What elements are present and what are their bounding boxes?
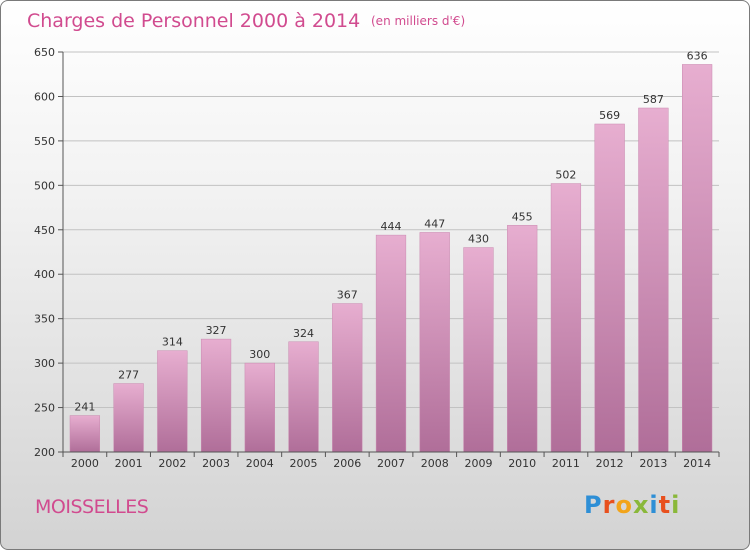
data-label: 327	[206, 324, 227, 337]
logo-letter: x	[632, 491, 650, 519]
y-tick-label: 400	[34, 268, 55, 281]
data-label: 300	[249, 348, 270, 361]
bar	[507, 225, 538, 453]
data-label: 314	[162, 336, 183, 349]
x-tick-label: 2000	[71, 457, 99, 470]
bar	[419, 232, 450, 453]
logo-letter: t	[658, 491, 672, 519]
logo-letter: P	[584, 491, 603, 519]
x-tick-label: 2005	[290, 457, 318, 470]
data-label: 324	[293, 327, 314, 340]
y-tick-label: 200	[34, 446, 55, 459]
logo-letter: r	[602, 491, 616, 519]
y-tick-label: 550	[34, 135, 55, 148]
y-tick-label: 500	[34, 179, 55, 192]
x-tick-label: 2012	[596, 457, 624, 470]
x-tick-label: 2011	[552, 457, 580, 470]
bar	[157, 350, 188, 453]
y-tick-label: 350	[34, 313, 55, 326]
data-label: 241	[74, 401, 95, 414]
y-tick-label: 250	[34, 402, 55, 415]
x-tick-label: 2007	[377, 457, 405, 470]
data-label: 502	[555, 169, 576, 182]
bars: 241 277 314 327 300 324 367 444 447 430 455 502 569 5…	[69, 49, 713, 453]
y-tick-label: 650	[34, 46, 55, 59]
proxiti-logo: Proxiti	[584, 491, 680, 519]
data-label: 277	[118, 369, 139, 382]
data-label: 569	[599, 109, 620, 122]
data-label: 447	[424, 217, 445, 230]
bar	[682, 64, 713, 453]
bar	[550, 183, 582, 453]
logo-letter: i	[649, 491, 659, 519]
data-label: 430	[468, 233, 489, 246]
data-label: 367	[337, 289, 358, 302]
x-tick-label: 2010	[508, 457, 536, 470]
x-tick-label: 2001	[115, 457, 143, 470]
bar	[113, 383, 144, 453]
y-tick-label: 450	[34, 224, 55, 237]
data-label: 444	[381, 220, 402, 233]
bar	[200, 338, 232, 453]
x-tick-label: 2003	[202, 457, 230, 470]
bar	[463, 247, 494, 453]
x-tick-label: 2009	[464, 457, 492, 470]
x-tick-label: 2006	[333, 457, 361, 470]
bar	[594, 123, 625, 453]
bar	[69, 415, 100, 453]
logo-letter: i	[671, 491, 681, 519]
data-label: 636	[687, 49, 708, 62]
logo-letter: o	[615, 491, 633, 519]
x-tick-label: 2008	[421, 457, 449, 470]
chart-subtitle: (en milliers d'€)	[371, 14, 465, 28]
x-tick-label: 2002	[158, 457, 186, 470]
y-tick-label: 600	[34, 90, 55, 103]
x-tick-label: 2004	[246, 457, 274, 470]
x-tick-label: 2013	[639, 457, 667, 470]
y-tick-label: 300	[34, 357, 55, 370]
data-label: 587	[643, 93, 664, 106]
commune-name: MOISSELLES	[35, 496, 149, 518]
chart-title: Charges de Personnel 2000 à 2014	[27, 10, 360, 32]
bar	[638, 107, 669, 453]
axes: 200 250 300 350 400 450 500 550 600 650 2000 2001 20…	[34, 46, 720, 470]
bar	[332, 303, 363, 453]
bar	[375, 234, 407, 453]
data-label: 455	[512, 210, 533, 223]
x-tick-label: 2014	[683, 457, 711, 470]
bar	[288, 341, 319, 453]
bar	[244, 362, 275, 453]
